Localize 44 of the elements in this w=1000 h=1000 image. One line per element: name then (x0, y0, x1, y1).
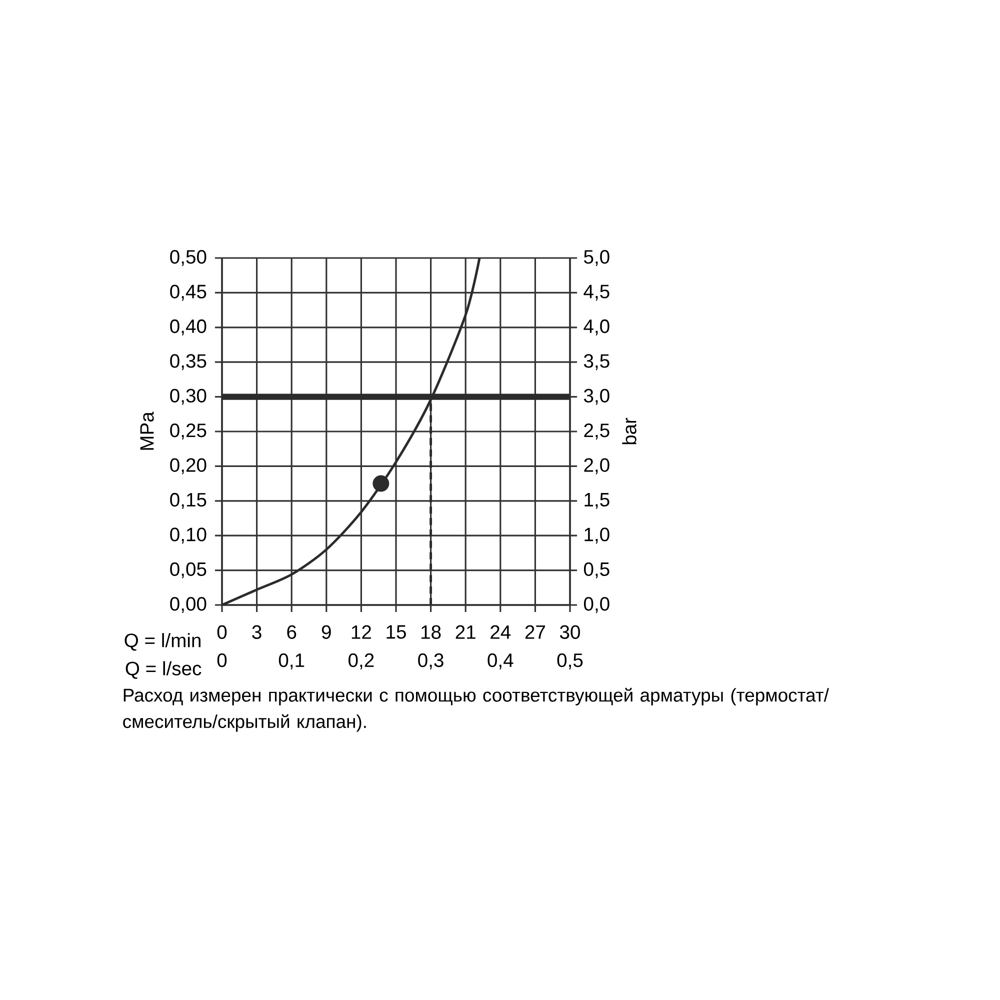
x2-tick-label: 0,5 (557, 653, 583, 670)
y2-tick-label: 0,5 (584, 562, 610, 578)
x2-tick-label: 0,3 (418, 653, 444, 670)
x-tick-label: 15 (386, 625, 406, 639)
y-tick-label: 0,05 (170, 562, 206, 578)
x-tick-label: 27 (525, 625, 545, 639)
y-tick-label: 0,35 (170, 354, 206, 370)
x-tick-label: 6 (287, 625, 296, 639)
y2-tick-label: 3,0 (584, 388, 610, 405)
x-tick-label: 3 (252, 625, 262, 639)
y2-tick-label: 1,5 (584, 493, 610, 509)
x2-tick-label: 0 (217, 653, 227, 668)
y2-axis-title: bar (622, 418, 636, 444)
y-tick-label: 0,10 (170, 528, 206, 544)
y-tick-label: 0,30 (170, 388, 206, 405)
x-axis-title: Q = l/min (124, 633, 200, 651)
x-tick-label: 21 (456, 625, 476, 639)
y2-tick-label: 1,0 (584, 528, 610, 544)
x2-tick-label: 0,4 (488, 653, 514, 670)
y2-tick-label: 2,5 (584, 424, 610, 440)
y-tick-label: 0,20 (170, 458, 206, 474)
x-tick-label: 12 (352, 625, 371, 639)
y-tick-label: 0,45 (170, 284, 206, 301)
y-tick-label: 0,00 (170, 597, 206, 613)
y-tick-label: 0,25 (170, 424, 206, 440)
x2-axis-title: Q = l/sec (126, 661, 202, 679)
y2-tick-label: 4,0 (584, 319, 610, 336)
y2-tick-label: 0,0 (584, 597, 610, 613)
y2-tick-label: 5,0 (584, 250, 610, 266)
text: Расход измерен практически с помощью соответствующей арматуры (термостат/ смеситель/скрытый клапан). (123, 688, 829, 732)
y-tick-label: 0,40 (170, 319, 206, 336)
y-tick-label: 0,50 (170, 250, 206, 266)
y2-tick-label: 4,5 (584, 284, 610, 301)
y-axis-title: MPa (140, 412, 154, 450)
x2-tick-label: 0,2 (348, 653, 374, 670)
x-tick-label: 30 (560, 625, 580, 639)
y2-tick-label: 3,5 (584, 354, 610, 370)
x-tick-label: 9 (322, 625, 331, 639)
x2-tick-label: 0,1 (278, 653, 304, 670)
y-tick-label: 0,15 (170, 492, 206, 509)
x-tick-label: 24 (490, 625, 511, 639)
y2-tick-label: 2,0 (584, 458, 610, 474)
x-tick-label: 0 (217, 625, 227, 639)
x-tick-label: 18 (422, 625, 441, 639)
